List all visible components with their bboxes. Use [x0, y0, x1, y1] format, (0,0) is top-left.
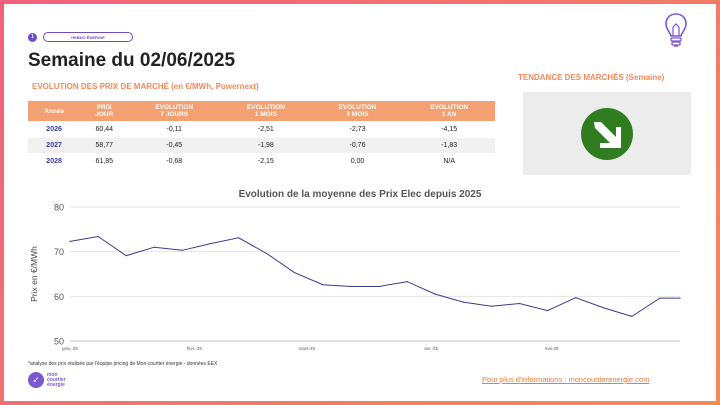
cell-1-year: -1,83 [403, 137, 495, 154]
cell-1-month: -1,98 [220, 137, 312, 154]
data-point [209, 243, 212, 245]
logo-text: mon courtier énergie [47, 371, 66, 388]
cell-day-price: 60,44 [80, 121, 129, 138]
data-point [603, 307, 605, 309]
trend-panel [523, 92, 691, 175]
cell-7-days: -0,68 [128, 153, 221, 169]
data-point [266, 252, 268, 255]
cell-1-year: N/A [403, 153, 495, 169]
col-header-year: Année [28, 101, 81, 122]
slide-number-badge: 1 [28, 32, 37, 42]
y-tick-label: 80 [54, 203, 64, 213]
lightbulb-icon [664, 12, 688, 55]
cell-year: 2026 [28, 121, 81, 138]
table-row: 2028 61,85 -0,68 -2,15 0,00 N/A [28, 153, 495, 169]
data-point [490, 305, 492, 307]
y-tick-label: 70 [54, 247, 64, 257]
data-point [575, 297, 577, 299]
section-tag: 1 HEBDO ÉNERGIE [28, 32, 133, 42]
y-tick-label: 50 [54, 337, 64, 347]
y-tick-label: 60 [54, 292, 64, 302]
data-point [434, 293, 436, 295]
brand-logo: ✓ mon courtier énergie [28, 372, 66, 388]
cell-year: 2027 [28, 137, 81, 154]
data-point [97, 235, 99, 238]
chart-title: Evolution de la moyenne des Prix Elec de… [238, 189, 482, 200]
data-point [125, 255, 127, 257]
trend-title: TENDANCE DES MARCHÉS (Semaine) [518, 73, 665, 82]
col-header-day-price: PRIX JOUR [80, 101, 129, 122]
data-point [350, 285, 352, 288]
footnote: *analyse des prix réalisée par l'équipe … [28, 361, 218, 367]
down-right-arrow-icon [581, 107, 633, 160]
cell-day-price: 61,85 [80, 153, 129, 169]
data-point [406, 280, 408, 283]
data-point [631, 315, 633, 318]
data-point [322, 284, 324, 286]
x-tick-label: mars-25 [299, 346, 316, 351]
cell-1-month: -2,15 [220, 153, 312, 169]
data-point [181, 249, 183, 251]
data-point [153, 246, 155, 248]
data-point [679, 297, 681, 299]
cell-7-days: -0,45 [128, 137, 221, 154]
data-point [659, 297, 661, 299]
x-tick-label: janv.-25 [61, 346, 78, 351]
col-header-1-year: EVOLUTION 1 AN [403, 101, 495, 122]
col-header-7-days: EVOLUTION 7 JOURS [128, 101, 221, 122]
data-point [546, 310, 549, 312]
data-point [378, 285, 380, 288]
cell-3-months: -0,76 [311, 137, 404, 154]
cell-year: 2028 [28, 153, 81, 169]
cell-1-month: -2,51 [220, 121, 312, 138]
section-tag-label: HEBDO ÉNERGIE [43, 32, 133, 42]
slide: 1 HEBDO ÉNERGIE Semaine du 02/06/2025 EV… [4, 4, 716, 401]
cell-1-year: -4,15 [403, 121, 495, 138]
cell-7-days: -0,11 [128, 121, 221, 138]
data-point [462, 301, 464, 303]
table-header-row: Année PRIX JOUR EVOLUTION 7 JOURS EVOLUT… [28, 101, 495, 122]
cell-day-price: 58,77 [80, 137, 129, 154]
x-tick-label: avr.-25 [424, 346, 438, 351]
cell-3-months: -2,73 [311, 121, 404, 138]
x-tick-label: mai-25 [545, 346, 559, 351]
table-row: 2026 60,44 -0,11 -2,51 -2,73 -4,15 [28, 121, 495, 138]
data-point [518, 302, 521, 305]
price-table: Année PRIX JOUR EVOLUTION 7 JOURS EVOLUT… [28, 101, 495, 169]
table-subtitle: EVOLUTION DES PRIX DE MARCHÉ (en €/MWh, … [32, 82, 259, 91]
series-line [69, 235, 680, 317]
y-axis-label: Prix en €/MWh [29, 246, 39, 302]
data-point [69, 240, 71, 242]
page-title: Semaine du 02/06/2025 [28, 50, 236, 71]
cell-3-months: 0,00 [311, 153, 404, 169]
data-point [237, 237, 240, 239]
table-row: 2027 58,77 -0,45 -1,98 -0,76 -1,83 [28, 137, 495, 154]
info-link[interactable]: Pour plus d'informations : moncourtieren… [482, 375, 650, 384]
col-header-1-month: EVOLUTION 1 MOIS [220, 101, 312, 122]
x-tick-label: févr.-25 [187, 346, 203, 351]
data-point [294, 272, 296, 274]
logo-badge-icon: ✓ [28, 372, 44, 388]
price-line-chart: 50 60 70 80 janv.-25 févr.-25 mars-25 avr.-25 ma… [29, 203, 681, 351]
col-header-3-months: EVOLUTION 3 MOIS [311, 101, 404, 122]
